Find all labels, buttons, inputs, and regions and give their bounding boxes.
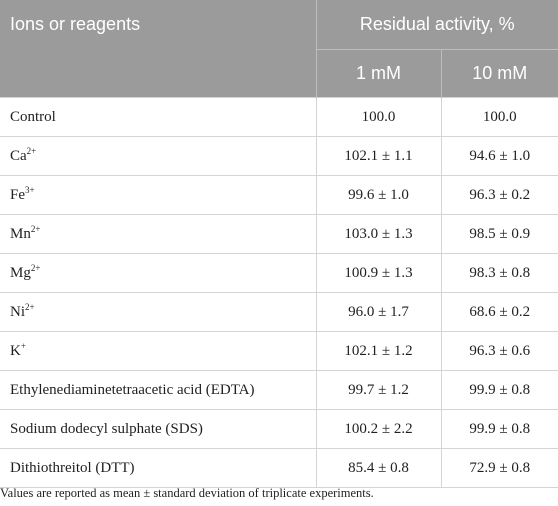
value-1mm: 85.4 ± 0.8 (315, 448, 441, 488)
table-row: Control 100.0 100.0 (0, 97, 558, 137)
activity-table: Ions or reagents Residual activity, % 1 … (0, 0, 558, 488)
value-10mm: 100.0 (440, 97, 558, 137)
row-label: Dithiothreitol (DTT) (0, 448, 316, 488)
value-1mm: 100.0 (315, 97, 441, 137)
table-row: Mn2+ 103.0 ± 1.3 98.5 ± 0.9 (0, 214, 558, 254)
table-row: Sodium dodecyl sulphate (SDS) 100.2 ± 2.… (0, 409, 558, 449)
row-label: Sodium dodecyl sulphate (SDS) (0, 409, 316, 449)
header-ions-reagents: Ions or reagents (0, 0, 316, 98)
table-row: Mg2+ 100.9 ± 1.3 98.3 ± 0.8 (0, 253, 558, 293)
table-row: Ethylenediaminetetraacetic acid (EDTA) 9… (0, 370, 558, 410)
value-10mm: 96.3 ± 0.6 (440, 331, 558, 371)
header-10mm: 10 mM (440, 49, 558, 98)
table-footnote: Values are reported as mean ± standard d… (0, 486, 374, 500)
value-10mm: 98.5 ± 0.9 (440, 214, 558, 254)
value-1mm: 102.1 ± 1.1 (315, 136, 441, 176)
value-10mm: 99.9 ± 0.8 (440, 370, 558, 410)
table-row: K+ 102.1 ± 1.2 96.3 ± 0.6 (0, 331, 558, 371)
value-1mm: 99.6 ± 1.0 (315, 175, 441, 215)
table-header: Ions or reagents Residual activity, % 1 … (0, 0, 558, 98)
table-row: Dithiothreitol (DTT) 85.4 ± 0.8 72.9 ± 0… (0, 448, 558, 488)
value-1mm: 100.2 ± 2.2 (315, 409, 441, 449)
row-label: Ca2+ (0, 136, 316, 176)
value-10mm: 98.3 ± 0.8 (440, 253, 558, 293)
value-10mm: 68.6 ± 0.2 (440, 292, 558, 332)
value-10mm: 96.3 ± 0.2 (440, 175, 558, 215)
table-row: Ca2+ 102.1 ± 1.1 94.6 ± 1.0 (0, 136, 558, 176)
row-label: Ni2+ (0, 292, 316, 332)
value-10mm: 72.9 ± 0.8 (440, 448, 558, 488)
row-label: Mn2+ (0, 214, 316, 254)
row-label: Fe3+ (0, 175, 316, 215)
table-row: Ni2+ 96.0 ± 1.7 68.6 ± 0.2 (0, 292, 558, 332)
row-label: Ethylenediaminetetraacetic acid (EDTA) (0, 370, 316, 410)
value-10mm: 94.6 ± 1.0 (440, 136, 558, 176)
value-1mm: 103.0 ± 1.3 (315, 214, 441, 254)
row-label: Control (0, 97, 316, 137)
value-1mm: 99.7 ± 1.2 (315, 370, 441, 410)
value-1mm: 96.0 ± 1.7 (315, 292, 441, 332)
header-residual-activity: Residual activity, % (315, 0, 558, 50)
table-row: Fe3+ 99.6 ± 1.0 96.3 ± 0.2 (0, 175, 558, 215)
header-1mm: 1 mM (315, 49, 441, 98)
row-label: Mg2+ (0, 253, 316, 293)
row-label: K+ (0, 331, 316, 371)
value-1mm: 102.1 ± 1.2 (315, 331, 441, 371)
value-1mm: 100.9 ± 1.3 (315, 253, 441, 293)
value-10mm: 99.9 ± 0.8 (440, 409, 558, 449)
